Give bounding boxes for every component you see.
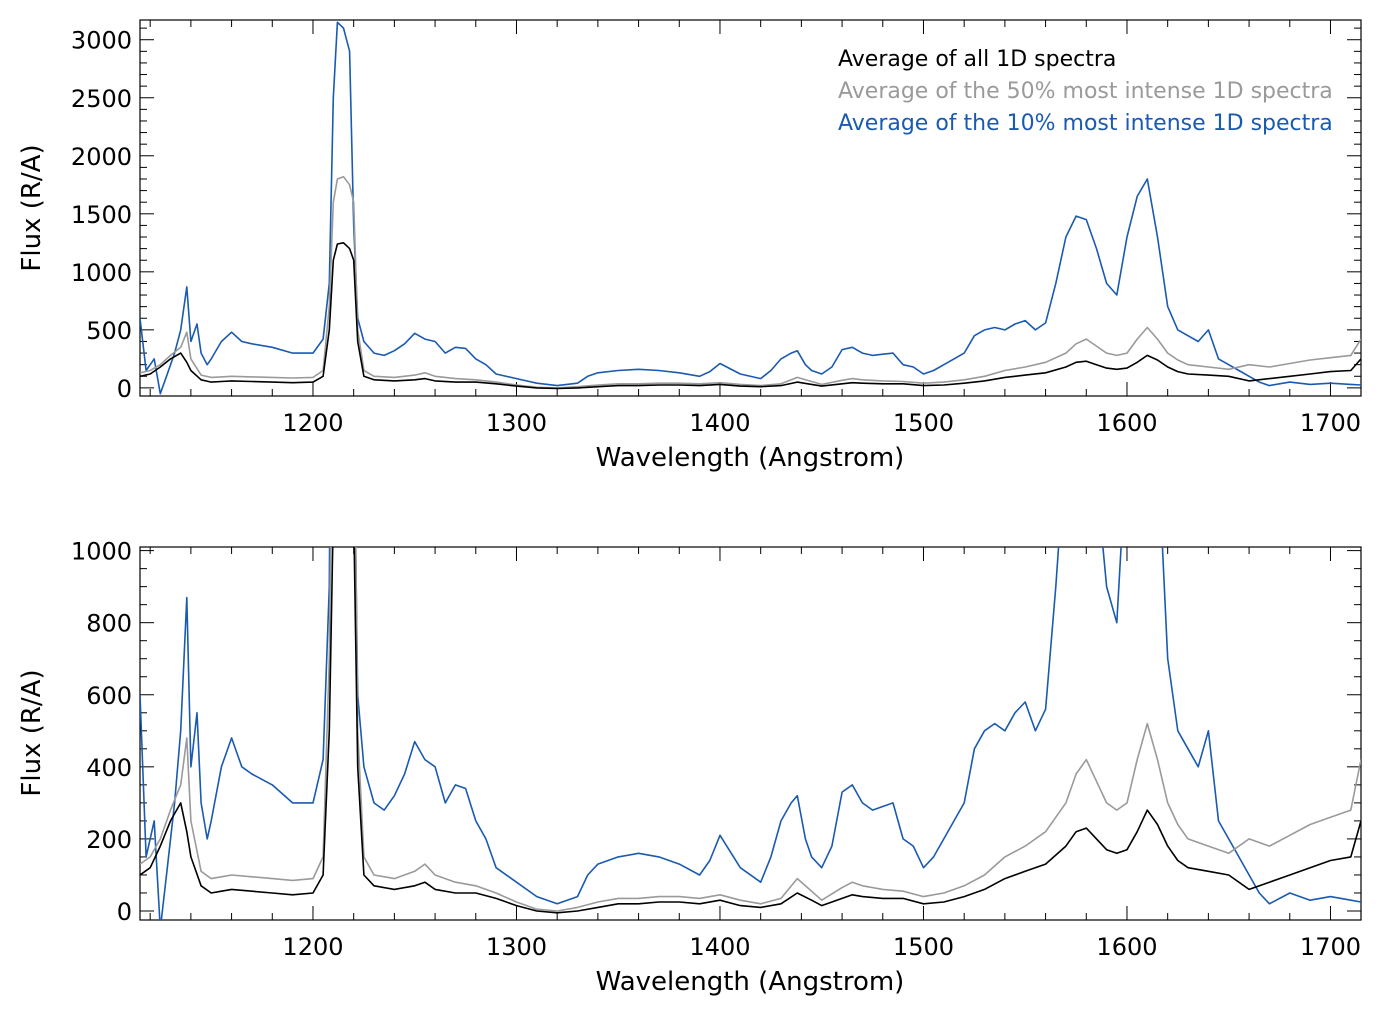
top-panel-ticks: 1200 1300 1400 1500 1600 1700 0 500 1000 1500 2000…: [71, 20, 1361, 437]
legend-entry-all: Average of all 1D spectra: [838, 47, 1116, 72]
series-line-top50: [140, 175, 1361, 389]
bottom-panel-series: [140, 547, 1361, 920]
series-line-top10: [140, 547, 1361, 920]
series-line-top10: [140, 21, 1361, 395]
y-tick-label: 600: [86, 682, 132, 710]
x-tick-label: 1700: [1300, 933, 1361, 961]
y-tick-label: 500: [86, 317, 132, 345]
legend-entry-top10: Average of the 10% most intense 1D spect…: [838, 111, 1333, 136]
x-tick-label: 1300: [486, 933, 547, 961]
legend: Average of all 1D spectra Average of the…: [838, 47, 1333, 136]
x-tick-label: 1500: [893, 933, 954, 961]
series-line-top50: [140, 547, 1361, 912]
y-tick-label: 200: [86, 826, 132, 854]
y-tick-label: 3000: [71, 27, 132, 55]
y-tick-label: 1500: [71, 201, 132, 229]
bottom-panel-ticks: 1200 1300 1400 1500 1600 1700 0 200 400 600 800 100…: [71, 538, 1361, 961]
top-ylabel: Flux (R/A): [17, 144, 47, 271]
x-tick-label: 1400: [689, 933, 750, 961]
y-tick-label: 1000: [71, 259, 132, 287]
bottom-panel: 1200 1300 1400 1500 1600 1700 0 200 400 600 800 100…: [17, 538, 1362, 997]
top-panel-series: [140, 21, 1361, 395]
bottom-panel-frame: [139, 546, 1362, 921]
top-panel: 1200 1300 1400 1500 1600 1700 0 500 1000 1500 2000…: [17, 19, 1362, 473]
y-tick-label: 1000: [71, 538, 132, 566]
y-tick-label: 2000: [71, 143, 132, 171]
y-tick-label: 0: [117, 375, 132, 403]
y-tick-label: 2500: [71, 85, 132, 113]
legend-entry-top50: Average of the 50% most intense 1D spect…: [838, 79, 1333, 104]
y-tick-label: 400: [86, 754, 132, 782]
y-tick-label: 0: [117, 898, 132, 926]
x-tick-label: 1700: [1300, 409, 1361, 437]
x-tick-label: 1600: [1096, 409, 1157, 437]
x-tick-label: 1400: [689, 409, 750, 437]
top-xlabel: Wavelength (Angstrom): [596, 443, 905, 473]
x-tick-label: 1500: [893, 409, 954, 437]
x-tick-label: 1300: [486, 409, 547, 437]
x-tick-label: 1200: [282, 409, 343, 437]
top-panel-frame: [139, 19, 1362, 397]
y-tick-label: 800: [86, 610, 132, 638]
x-tick-label: 1600: [1096, 933, 1157, 961]
bottom-xlabel: Wavelength (Angstrom): [596, 967, 905, 997]
series-line-all: [140, 547, 1361, 914]
series-line-all: [140, 242, 1361, 390]
bottom-ylabel: Flux (R/A): [17, 669, 47, 796]
x-tick-label: 1200: [282, 933, 343, 961]
